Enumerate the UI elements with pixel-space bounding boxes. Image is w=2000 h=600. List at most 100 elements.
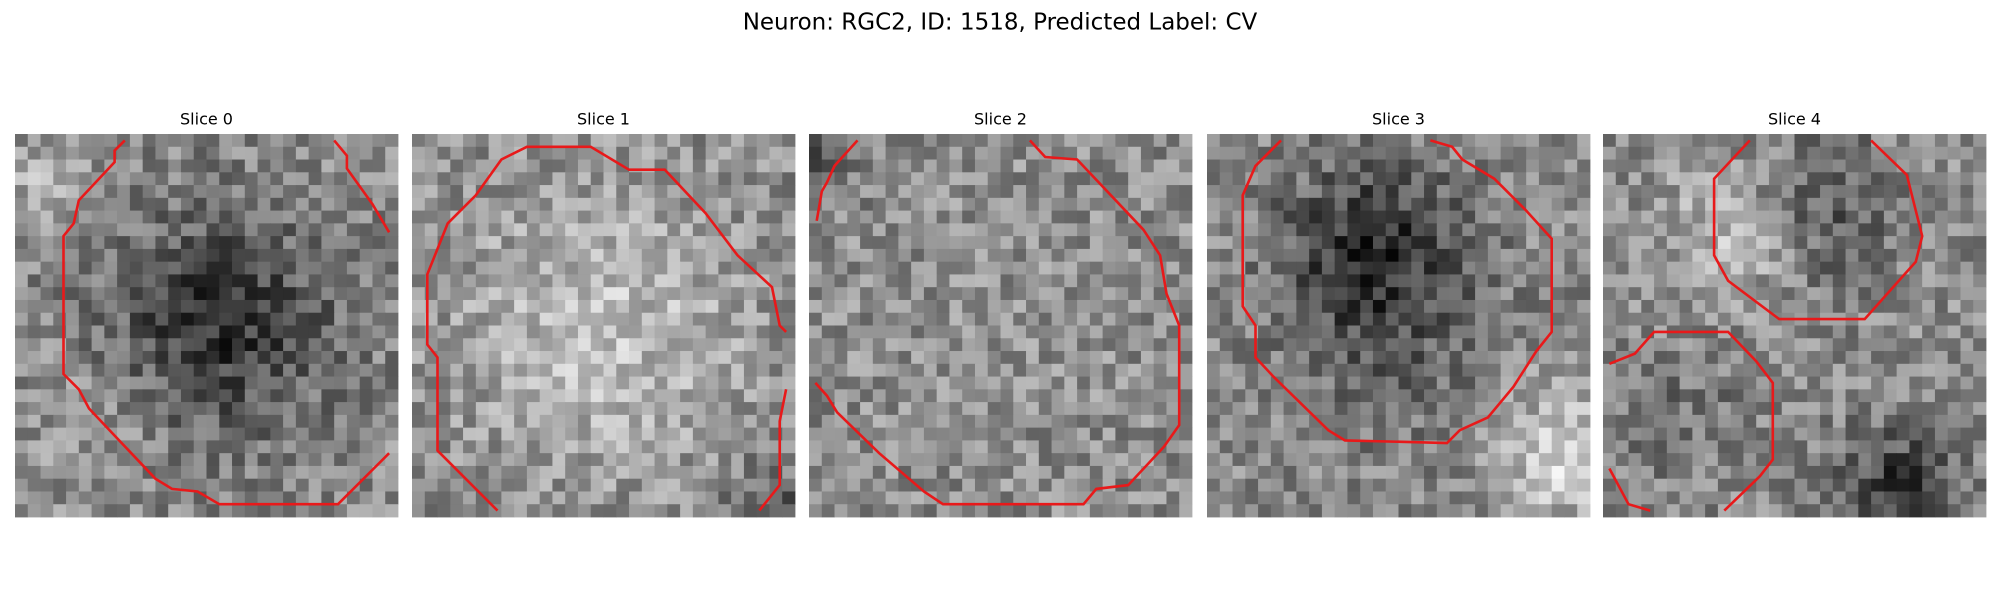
pixel (1026, 325, 1040, 339)
pixel (1258, 274, 1272, 288)
pixel (923, 338, 938, 352)
pixel (936, 287, 950, 301)
pixel (1026, 299, 1040, 314)
pixel (180, 402, 195, 416)
pixel (1679, 210, 1693, 224)
pixel (1615, 248, 1629, 263)
pixel (180, 504, 195, 518)
pixel (488, 478, 502, 492)
pixel (526, 248, 541, 263)
pixel (629, 223, 643, 237)
pixel (129, 210, 144, 224)
pixel (680, 210, 694, 224)
pixel (334, 478, 348, 492)
pixel (1166, 504, 1180, 518)
pixel (1564, 248, 1578, 263)
pixel (1026, 414, 1040, 429)
pixel (1219, 491, 1233, 505)
pixel (1973, 172, 1987, 186)
pixel (1947, 159, 1961, 173)
pixel (1026, 210, 1040, 224)
pixel (155, 274, 169, 288)
pixel (463, 402, 477, 416)
pixel (1603, 363, 1617, 377)
pixel (847, 440, 861, 454)
pixel (949, 402, 963, 416)
pixel (1089, 465, 1104, 480)
pixel (1296, 504, 1310, 518)
pixel (450, 414, 464, 429)
pixel (463, 440, 477, 454)
pixel (1628, 274, 1642, 288)
pixel (847, 363, 861, 377)
pixel (283, 351, 297, 365)
pixel (680, 414, 694, 429)
pixel (834, 376, 848, 390)
pixel (949, 351, 963, 365)
pixel (193, 146, 207, 160)
pixel (180, 491, 195, 505)
pixel (1115, 338, 1129, 352)
pixel (1513, 172, 1527, 186)
pixel (1115, 312, 1129, 326)
pixel (860, 363, 874, 377)
pixel (885, 440, 899, 454)
pixel (193, 159, 207, 173)
pixel (168, 402, 182, 416)
pixel (705, 197, 719, 211)
pixel (244, 197, 258, 211)
pixel (1283, 172, 1297, 186)
pixel (1334, 351, 1348, 365)
pixel (1679, 312, 1693, 326)
pixel (667, 414, 681, 429)
pixel (1038, 389, 1052, 403)
pixel (1692, 363, 1706, 377)
pixel (1730, 363, 1744, 377)
pixel (1064, 248, 1078, 263)
pixel (680, 504, 694, 518)
pixel (923, 453, 938, 467)
pixel (539, 299, 553, 314)
pixel (1334, 223, 1348, 237)
pixel (987, 287, 1001, 301)
pixel (66, 134, 80, 148)
pixel (475, 210, 489, 224)
pixel (911, 159, 925, 173)
pixel (1960, 236, 1974, 250)
pixel (257, 414, 271, 429)
pixel (1321, 414, 1336, 429)
pixel (641, 287, 655, 301)
pixel (1692, 146, 1706, 160)
pixel (412, 197, 426, 211)
pixel (206, 376, 220, 390)
pixel (1768, 351, 1783, 365)
pixel (847, 504, 861, 518)
pixel (577, 274, 592, 288)
pixel (450, 236, 464, 250)
pixel (898, 376, 912, 390)
pixel (180, 465, 195, 480)
pixel (1064, 427, 1078, 441)
pixel (1283, 504, 1297, 518)
pixel (1309, 440, 1323, 454)
pixel (731, 312, 745, 326)
pixel (1051, 236, 1065, 250)
pixel (168, 223, 182, 237)
pixel (705, 440, 719, 454)
pixel (1475, 223, 1489, 237)
pixel (1692, 261, 1706, 275)
pixel (514, 185, 528, 199)
pixel (1858, 287, 1872, 301)
pixel (872, 478, 886, 492)
pixel (1794, 427, 1808, 441)
pixel (1960, 159, 1974, 173)
pixel (1628, 491, 1642, 505)
pixel (501, 465, 515, 480)
pixel (809, 414, 823, 429)
pixel (577, 210, 592, 224)
pixel (872, 325, 886, 339)
pixel (1398, 389, 1412, 403)
pixel (1538, 453, 1553, 467)
pixel (1896, 504, 1910, 518)
pixel (1666, 134, 1680, 148)
